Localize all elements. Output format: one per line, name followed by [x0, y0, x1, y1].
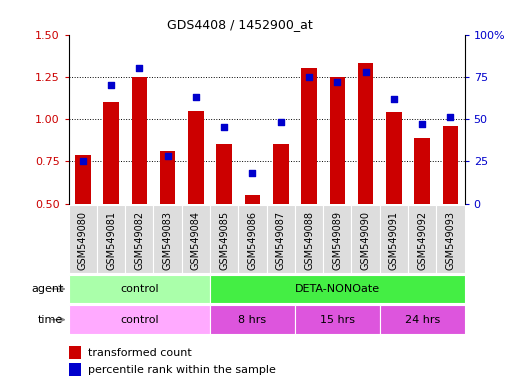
Text: control: control — [120, 284, 159, 294]
FancyBboxPatch shape — [295, 205, 323, 273]
FancyBboxPatch shape — [352, 205, 380, 273]
Text: time: time — [38, 314, 63, 325]
Bar — [301, 68, 317, 204]
Text: 24 hrs: 24 hrs — [404, 314, 440, 325]
Text: GSM549085: GSM549085 — [219, 211, 229, 270]
FancyBboxPatch shape — [97, 205, 125, 273]
Text: GSM549087: GSM549087 — [276, 211, 286, 270]
Text: GSM549080: GSM549080 — [78, 211, 88, 270]
Point — [135, 65, 144, 71]
Text: GSM549092: GSM549092 — [417, 211, 427, 270]
Bar — [358, 63, 373, 204]
Text: GSM549086: GSM549086 — [248, 211, 258, 270]
Text: GSM549081: GSM549081 — [106, 211, 116, 270]
FancyBboxPatch shape — [69, 275, 210, 303]
Text: GSM549093: GSM549093 — [446, 211, 456, 270]
Bar — [69, 346, 80, 359]
Point — [277, 119, 285, 126]
Bar — [386, 112, 402, 204]
Bar — [131, 77, 147, 204]
FancyBboxPatch shape — [238, 205, 267, 273]
Point — [305, 74, 313, 80]
Text: GSM549082: GSM549082 — [134, 211, 144, 270]
Bar — [160, 151, 175, 204]
Text: percentile rank within the sample: percentile rank within the sample — [89, 365, 276, 375]
Text: GSM549089: GSM549089 — [332, 211, 342, 270]
Text: agent: agent — [31, 284, 63, 294]
FancyBboxPatch shape — [436, 205, 465, 273]
Bar — [273, 144, 289, 204]
Point — [164, 153, 172, 159]
Point — [107, 82, 115, 88]
Point — [333, 79, 342, 85]
FancyBboxPatch shape — [295, 305, 380, 334]
FancyBboxPatch shape — [380, 305, 465, 334]
FancyBboxPatch shape — [210, 275, 465, 303]
Text: transformed count: transformed count — [89, 348, 192, 358]
Text: GDS4408 / 1452900_at: GDS4408 / 1452900_at — [167, 18, 313, 31]
Text: 15 hrs: 15 hrs — [320, 314, 355, 325]
Bar — [442, 126, 458, 204]
Text: control: control — [120, 314, 159, 325]
Point — [192, 94, 200, 100]
FancyBboxPatch shape — [210, 305, 295, 334]
Point — [220, 124, 229, 131]
FancyBboxPatch shape — [154, 205, 182, 273]
FancyBboxPatch shape — [380, 205, 408, 273]
Point — [248, 170, 257, 176]
Bar — [188, 111, 204, 204]
FancyBboxPatch shape — [408, 205, 436, 273]
Bar — [75, 154, 91, 204]
FancyBboxPatch shape — [267, 205, 295, 273]
Text: GSM549084: GSM549084 — [191, 211, 201, 270]
Bar — [244, 195, 260, 204]
Text: GSM549091: GSM549091 — [389, 211, 399, 270]
FancyBboxPatch shape — [323, 205, 352, 273]
Text: GSM549083: GSM549083 — [163, 211, 173, 270]
FancyBboxPatch shape — [182, 205, 210, 273]
Text: 8 hrs: 8 hrs — [239, 314, 267, 325]
FancyBboxPatch shape — [125, 205, 154, 273]
FancyBboxPatch shape — [210, 205, 238, 273]
Bar — [103, 102, 119, 204]
Bar — [216, 144, 232, 204]
Text: GSM549090: GSM549090 — [361, 211, 371, 270]
Bar — [414, 137, 430, 204]
Text: GSM549088: GSM549088 — [304, 211, 314, 270]
Point — [361, 69, 370, 75]
FancyBboxPatch shape — [69, 305, 210, 334]
Point — [390, 96, 398, 102]
Text: DETA-NONOate: DETA-NONOate — [295, 284, 380, 294]
Bar — [329, 77, 345, 204]
Point — [418, 121, 427, 127]
Point — [79, 158, 87, 164]
Point — [446, 114, 455, 121]
Bar — [69, 363, 80, 376]
FancyBboxPatch shape — [69, 205, 97, 273]
